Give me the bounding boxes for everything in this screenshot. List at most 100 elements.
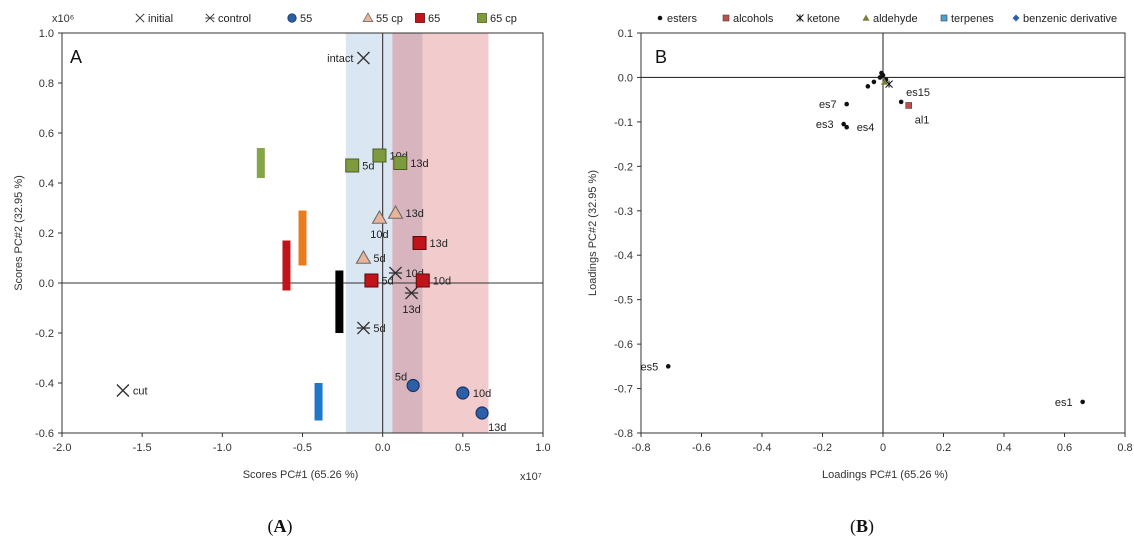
y-tick-label-a: -0.6 xyxy=(35,428,54,440)
marker-star-0 xyxy=(356,321,371,335)
legend-label-b: esters xyxy=(667,13,697,25)
legend-marker-b-1-shape xyxy=(722,14,730,22)
x-tick-label-a: -1.5 xyxy=(133,442,152,454)
marker-square65-2-shape xyxy=(412,236,427,250)
loading-point-2 xyxy=(844,101,849,107)
point-label-a: 13d xyxy=(430,238,448,250)
y-axis-label-a: Scores PC#2 (32.95 %) xyxy=(13,175,25,291)
loading-point-4 xyxy=(844,124,849,130)
loading-label: es4 xyxy=(857,122,875,134)
legend-marker-a-4 xyxy=(415,13,425,23)
y-tick-label-a: 0.4 xyxy=(39,178,54,190)
x-multiplier-a: x10⁷ xyxy=(520,471,542,483)
loading-point-3 xyxy=(841,121,846,127)
marker-x-0-stroke xyxy=(356,51,370,65)
legend-marker-b-5-shape xyxy=(1012,14,1020,22)
loading-point-13-shape xyxy=(881,78,889,85)
legend-marker-b-3 xyxy=(862,14,870,21)
legend-marker-b-5 xyxy=(1012,14,1020,22)
loading-point-1 xyxy=(665,364,671,369)
x-tick-label-a: -0.5 xyxy=(293,442,312,454)
panel-label-b: B xyxy=(655,47,667,67)
marker-square65-0 xyxy=(364,273,379,288)
loading-point-6-shape xyxy=(905,102,913,109)
point-label-a: 13d xyxy=(402,304,420,316)
marker-square65-2 xyxy=(412,236,427,250)
legend-marker-b-4 xyxy=(940,14,948,22)
legend-label-b: aldehyde xyxy=(873,13,918,25)
loading-point-14 xyxy=(879,70,884,76)
marker-square65cp-2 xyxy=(393,156,408,170)
caption-paren: ) xyxy=(287,516,293,537)
marker-square65-1 xyxy=(415,273,430,288)
legend-marker-b-3-shape xyxy=(862,14,870,21)
x-tick-label-a: -1.0 xyxy=(213,442,232,454)
loading-point-7 xyxy=(865,84,871,89)
point-label-a: 5d xyxy=(395,372,407,384)
point-label-a: 13d xyxy=(405,208,423,220)
legend-label-a: 65 xyxy=(428,13,440,25)
legend-marker-a-0-stroke xyxy=(135,13,145,23)
caption-letter: A xyxy=(274,516,287,536)
x-tick-label-b: 0.6 xyxy=(1057,442,1072,454)
x-tick-label-b: -0.4 xyxy=(753,442,772,454)
legend-b: esters alcohols ketone aldehyde terpenes benz… xyxy=(657,13,1117,25)
point-label-a: 5d xyxy=(381,276,393,288)
marker-square65-0-shape xyxy=(364,273,379,288)
legend-label-b: alcohols xyxy=(733,13,774,25)
x-axis-label-a: Scores PC#1 (65.26 %) xyxy=(243,469,359,481)
marker-square65cp-1-shape xyxy=(372,148,387,163)
point-label-a: 10d xyxy=(433,276,451,288)
marker-square65-1-shape xyxy=(415,273,430,288)
loading-point-5-shape xyxy=(898,99,904,105)
marker-square65cp-0 xyxy=(345,158,360,173)
y-tick-label-a: -0.4 xyxy=(35,378,54,390)
x-tick-label-b: 0.8 xyxy=(1117,442,1132,454)
caption-paren: ( xyxy=(268,516,274,537)
panel-label-a: A xyxy=(70,47,82,67)
point-label-a: 5d xyxy=(373,253,385,265)
y-tick-label-b: -0.8 xyxy=(614,428,633,440)
marker-square65cp-2-shape xyxy=(393,156,408,170)
y-tick-label-a: 0.2 xyxy=(39,228,54,240)
x-tick-label-b: -0.6 xyxy=(692,442,711,454)
marker-star-2 xyxy=(404,286,419,300)
band-0 xyxy=(345,33,393,433)
y-multiplier-a: x10⁶ xyxy=(52,13,74,25)
marker-star-1 xyxy=(388,266,403,280)
range-bar-1 xyxy=(298,210,307,266)
point-label-a: 5d xyxy=(373,323,385,335)
caption-letter: B xyxy=(856,516,868,536)
legend-label-b: terpenes xyxy=(951,13,994,25)
y-tick-label-b: 0.1 xyxy=(618,28,633,40)
y-tick-label-a: -0.2 xyxy=(35,328,54,340)
panel-b: -0.8 -0.6 -0.4 -0.2 0 0.2 0.4 0.6 0.8 -0.8 -0.7 -0.… xyxy=(587,13,1133,481)
loading-label: es7 xyxy=(819,99,837,111)
loading-point-4-shape xyxy=(844,124,849,130)
range-bar-3 xyxy=(335,270,344,333)
x-tick-label-a: 1.0 xyxy=(535,442,550,454)
marker-triangle-0-shape xyxy=(355,249,372,264)
panel-a: -2.0 -1.5 -1.0 -0.5 0.0 0.5 1.0 -0.6 -0.4 -0.2 0.0… xyxy=(13,12,551,483)
marker-circle-0 xyxy=(406,378,420,393)
legend-label-a: 65 cp xyxy=(490,13,517,25)
y-tick-label-b: -0.1 xyxy=(614,117,633,129)
legend-marker-a-4-shape xyxy=(415,13,425,23)
band-2 xyxy=(422,33,489,433)
range-bar-0 xyxy=(256,148,265,178)
point-label-a: 10d xyxy=(370,229,388,241)
legend-marker-a-2-shape xyxy=(287,13,297,23)
marker-x-0 xyxy=(356,51,370,65)
caption-1: (B) xyxy=(850,516,874,537)
loading-label: es1 xyxy=(1055,397,1073,409)
loading-point-0-shape xyxy=(1080,399,1085,405)
x-tick-label-b: -0.8 xyxy=(632,442,651,454)
marker-square65cp-0-shape xyxy=(345,158,360,173)
y-tick-label-b: 0.0 xyxy=(618,72,633,84)
legend-label-a: 55 cp xyxy=(376,13,403,25)
loading-point-13 xyxy=(881,78,889,85)
marker-triangle-0 xyxy=(355,249,372,264)
point-label-a: intact xyxy=(327,53,353,65)
loading-point-12 xyxy=(885,80,893,88)
